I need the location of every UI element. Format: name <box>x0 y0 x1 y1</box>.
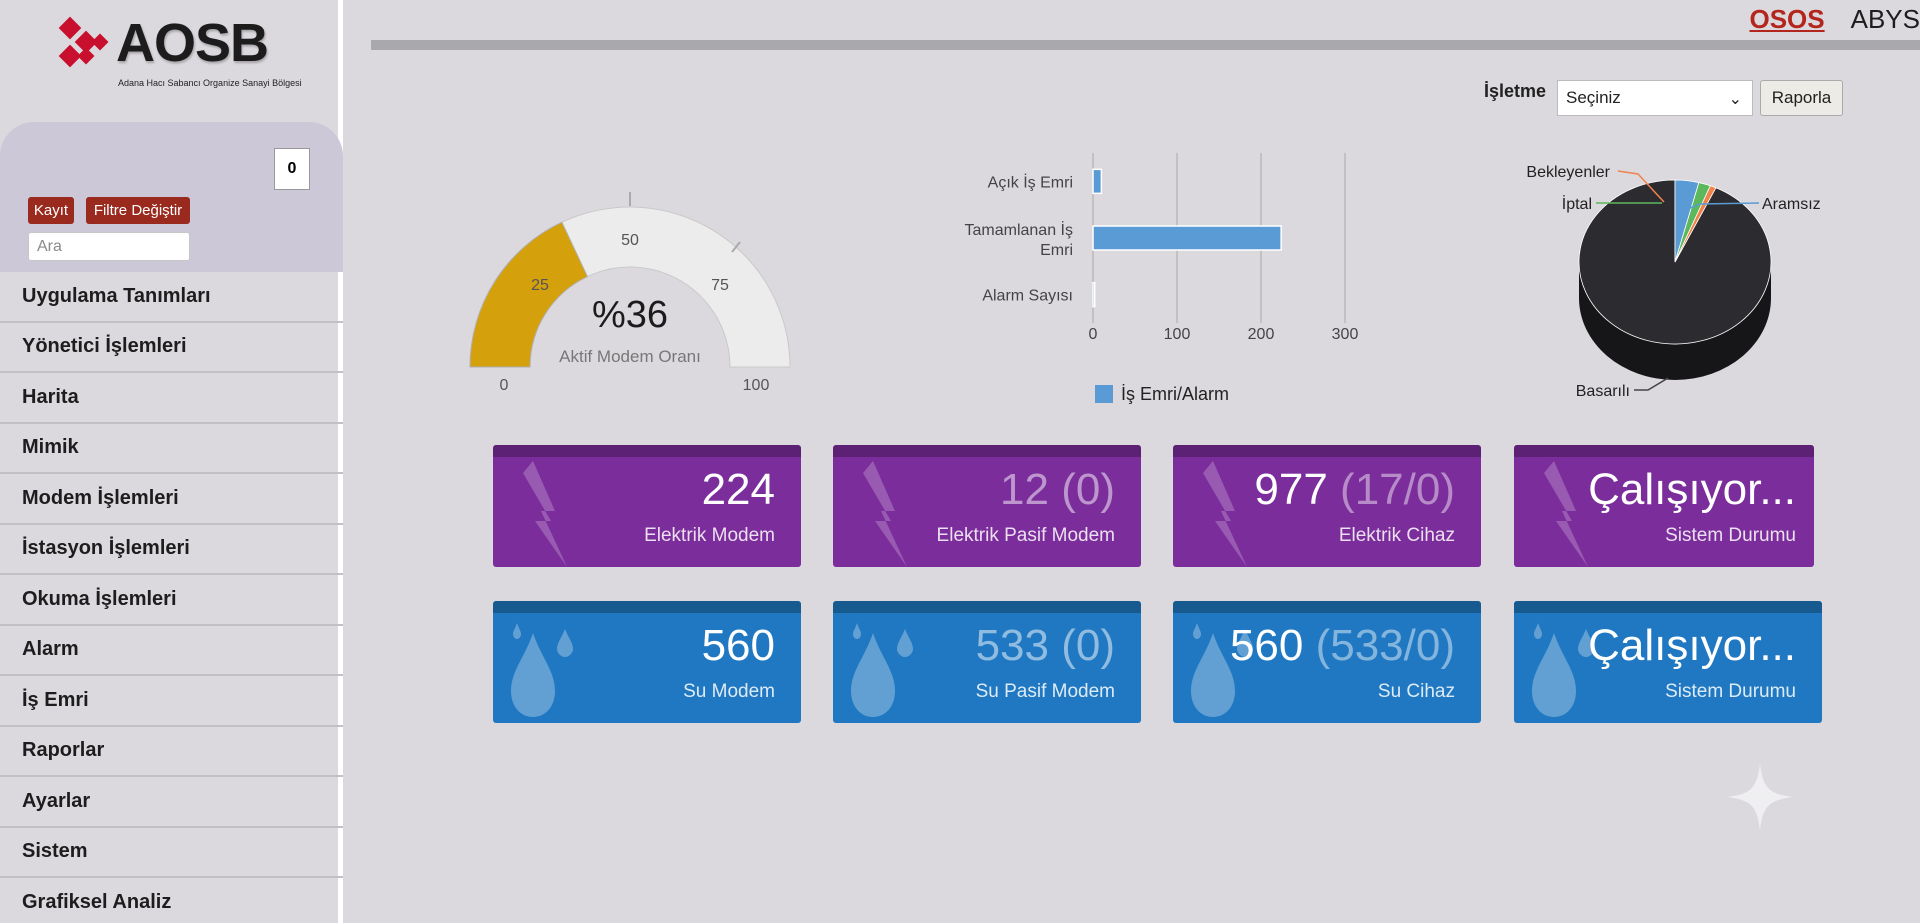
tile-label: Sistem Durumu <box>1665 681 1796 702</box>
tile-value: 533 (0) <box>975 621 1115 670</box>
gauge-tick-label: 0 <box>500 377 509 394</box>
tile-elektrik-cihaz[interactable]: 977 (17/0) Elektrik Cihaz <box>1173 445 1481 567</box>
pie-label-aramsiz: Aramsız <box>1762 196 1821 213</box>
sidebar: AOSB Adana Hacı Sabancı Organize Sanayi … <box>0 0 343 923</box>
sidebar-menu: Uygulama Tanımları Yönetici İşlemleri Ha… <box>0 272 343 923</box>
tile-su-sistem-durumu[interactable]: Çalışıyor... Sistem Durumu <box>1514 601 1822 723</box>
tile-value: Çalışıyor... <box>1588 621 1796 670</box>
tile-su-modem[interactable]: 560 Su Modem <box>493 601 801 723</box>
tile-label: Sistem Durumu <box>1665 525 1796 546</box>
tile-elektrik-modem[interactable]: 224 Elektrik Modem <box>493 445 801 567</box>
pie-label-bekleyenler: Bekleyenler <box>1526 164 1610 181</box>
callout-line-basarili <box>1634 377 1669 391</box>
tile-value: Çalışıyor... <box>1588 465 1796 514</box>
tile-value: 12 (0) <box>1000 465 1115 514</box>
sidebar-item-harita[interactable]: Harita <box>0 373 343 424</box>
callout-line-bekleyenler <box>1617 170 1665 203</box>
nav-link-osos[interactable]: OSOS <box>1749 4 1825 34</box>
sidebar-item-alarm[interactable]: Alarm <box>0 626 343 676</box>
gauge-tick-label: 25 <box>531 277 549 294</box>
kayit-button[interactable]: Kayıt <box>28 197 74 224</box>
isletme-select[interactable]: Seçiniz ⌄ <box>1557 80 1753 116</box>
sidebar-item-ayarlar[interactable]: Ayarlar <box>0 777 343 828</box>
sidebar-item-istasyon-islemleri[interactable]: İstasyon İşlemleri <box>0 525 343 575</box>
filter-count-badge: 0 <box>274 148 310 190</box>
tile-label: Elektrik Modem <box>644 525 775 546</box>
callout-line-aramsiz <box>1689 202 1760 209</box>
sidebar-item-okuma-islemleri[interactable]: Okuma İşlemleri <box>0 575 343 626</box>
tile-elektrik-sistem-durumu[interactable]: Çalışıyor... Sistem Durumu <box>1514 445 1814 567</box>
top-nav: OSOS ABYS <box>1749 4 1920 38</box>
bar-mark[interactable] <box>1092 225 1282 251</box>
bar-x-tick-label: 300 <box>1332 326 1359 343</box>
search-input[interactable] <box>28 232 190 261</box>
lightning-icon <box>1203 461 1247 567</box>
gauge-tick-label: 50 <box>621 232 639 249</box>
tile-value: 224 <box>701 465 775 514</box>
pie-slice-bekleyenler[interactable] <box>1674 185 1717 263</box>
gauge-tick-label: 75 <box>711 277 729 294</box>
water-drop-icon <box>1191 623 1253 717</box>
pie-label-iptal: İptal <box>1562 194 1592 213</box>
tile-elektrik-pasif-modem[interactable]: 12 (0) Elektrik Pasif Modem <box>833 445 1141 567</box>
gauge-value: %36 <box>592 294 668 336</box>
tile-label: Su Modem <box>683 681 775 702</box>
chevron-down-icon: ⌄ <box>1728 91 1742 108</box>
water-drop-icon <box>511 623 573 717</box>
tile-value: 977 (17/0) <box>1254 465 1455 514</box>
lightning-icon <box>1544 461 1588 567</box>
aosb-logo[interactable]: AOSB Adana Hacı Sabancı Organize Sanayi … <box>56 10 302 90</box>
sidebar-item-grafiksel-analiz[interactable]: Grafiksel Analiz <box>0 878 343 923</box>
bar-mark[interactable] <box>1092 281 1096 308</box>
bar-mark[interactable] <box>1092 168 1103 195</box>
lightning-icon <box>863 461 907 567</box>
bar-x-tick-label: 100 <box>1164 326 1191 343</box>
tile-value: 560 (533/0) <box>1229 621 1455 670</box>
sidebar-item-modem-islemleri[interactable]: Modem İşlemleri <box>0 474 343 525</box>
tile-label: Su Pasif Modem <box>975 681 1115 702</box>
sidebar-item-uygulama-tanimlari[interactable]: Uygulama Tanımları <box>0 272 343 323</box>
logo-subtitle: Adana Hacı Sabancı Organize Sanayi Bölge… <box>118 78 302 88</box>
tile-su-pasif-modem[interactable]: 533 (0) Su Pasif Modem <box>833 601 1141 723</box>
isletme-label: İşletme <box>1484 81 1547 101</box>
bar-category-label: Açık İş Emri <box>988 172 1073 191</box>
isletme-selected-value: Seçiniz <box>1566 88 1621 107</box>
pie-label-basarili: Basarılı <box>1576 383 1630 400</box>
aosb-logo-mark-icon <box>56 16 114 68</box>
sidebar-item-sistem[interactable]: Sistem <box>0 828 343 878</box>
gauge-tick-label: 100 <box>743 377 770 394</box>
tile-label: Elektrik Cihaz <box>1338 525 1455 546</box>
raporla-button[interactable]: Raporla <box>1760 80 1843 116</box>
filtre-degistir-button[interactable]: Filtre Değiştir <box>86 197 190 224</box>
aktif-modem-gauge: 0 25 50 75 100 %36 Aktif Modem Oranı <box>469 192 791 394</box>
is-emri-pie-chart: Bekleyenler İptal Aramsız Basarılı <box>1526 164 1821 400</box>
sidebar-item-yonetici-islemleri[interactable]: Yönetici İşlemleri <box>0 323 343 373</box>
sidebar-item-is-emri[interactable]: İş Emri <box>0 676 343 727</box>
sidebar-item-raporlar[interactable]: Raporlar <box>0 727 343 777</box>
gauge-fill <box>469 221 589 368</box>
water-drop-icon <box>1532 623 1594 717</box>
tile-label: Su Cihaz <box>1377 681 1455 702</box>
lightning-icon <box>523 461 567 567</box>
bar-category-label: Tamamlanan İş Emri <box>965 220 1074 259</box>
bar-category-label: Alarm Sayısı <box>982 288 1073 305</box>
logo-brand-text: AOSB <box>116 13 269 73</box>
gauge-tick-mark-75 <box>731 241 741 253</box>
legend-label[interactable]: İş Emri/Alarm <box>1121 384 1229 404</box>
header-divider <box>371 40 1920 50</box>
tile-value: 560 <box>701 621 775 670</box>
tile-su-cihaz[interactable]: 560 (533/0) Su Cihaz <box>1173 601 1481 723</box>
is-emri-bar-chart: Açık İş Emri Tamamlanan İş Emri Alarm Sayıs… <box>965 153 1359 404</box>
bar-x-tick-label: 200 <box>1248 326 1275 343</box>
bar-x-tick-label: 0 <box>1089 326 1098 343</box>
sparkle-icon <box>1727 764 1793 830</box>
tile-label: Elektrik Pasif Modem <box>936 525 1115 546</box>
legend-swatch <box>1095 385 1113 403</box>
sidebar-item-mimik[interactable]: Mimik <box>0 424 343 474</box>
gauge-caption: Aktif Modem Oranı <box>559 347 701 366</box>
nav-link-abys[interactable]: ABYS <box>1850 4 1920 34</box>
water-drop-icon <box>851 623 913 717</box>
